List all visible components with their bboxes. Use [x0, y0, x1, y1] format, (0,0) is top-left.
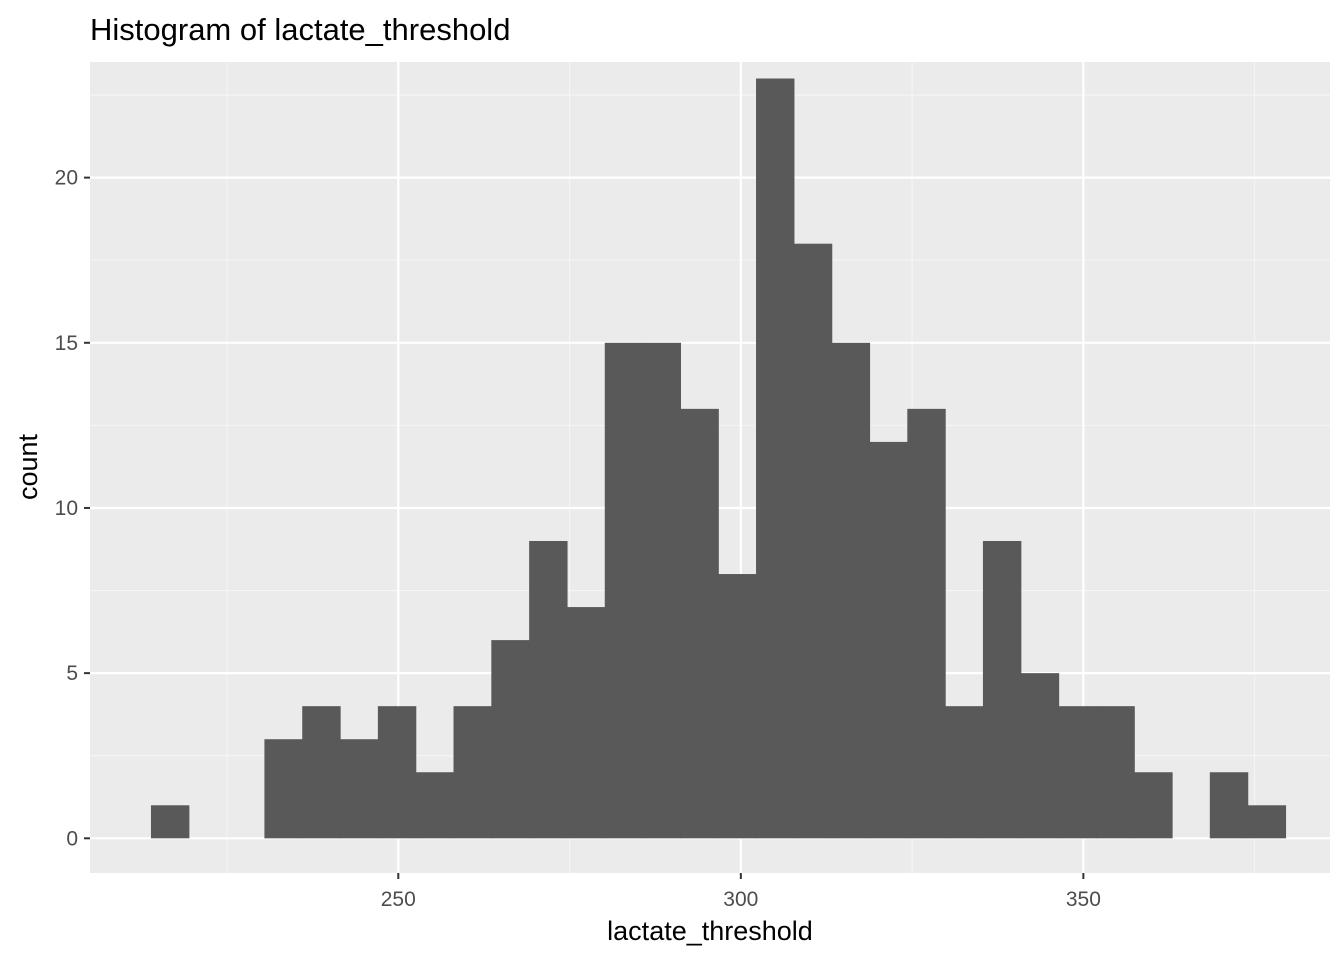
x-tick-label: 300 — [723, 888, 758, 911]
y-tick-label: 10 — [55, 497, 78, 520]
histogram-bar — [491, 640, 530, 839]
histogram-bar — [1209, 772, 1249, 839]
x-tick-label: 350 — [1066, 888, 1101, 911]
histogram-bar — [945, 706, 984, 839]
histogram-bar — [1020, 673, 1060, 839]
histogram-bar — [604, 342, 644, 839]
histogram-bar — [377, 706, 417, 839]
y-tick-label: 0 — [66, 827, 78, 850]
histogram-bar — [1247, 805, 1287, 839]
histogram-bar — [453, 706, 492, 839]
histogram-bar — [793, 243, 833, 839]
histogram-bar — [415, 772, 455, 839]
x-axis-title: lactate_threshold — [607, 916, 813, 946]
x-axis-ticks: 250 300 350 — [381, 873, 1101, 911]
y-tick-label: 15 — [55, 332, 78, 355]
histogram-bar — [302, 706, 341, 839]
histogram-bar — [907, 408, 946, 839]
histogram-bar — [340, 739, 379, 839]
histogram-bars — [150, 78, 1287, 839]
histogram-bar — [1096, 706, 1135, 839]
x-tick-label: 250 — [381, 888, 416, 911]
histogram-bar — [680, 408, 719, 839]
histogram-bar — [756, 78, 795, 839]
y-axis-title: count — [13, 433, 43, 500]
chart-title: Histogram of lactate_threshold — [90, 12, 510, 47]
histogram-bar — [1134, 772, 1173, 839]
histogram-bar — [869, 441, 908, 839]
y-tick-label: 20 — [55, 167, 78, 190]
histogram-bar — [529, 541, 568, 839]
histogram-bar — [264, 739, 303, 839]
histogram-bar — [150, 805, 190, 839]
histogram-bar — [982, 541, 1022, 839]
y-axis-ticks: 0 5 10 15 20 — [55, 167, 90, 850]
histogram-bar — [642, 342, 682, 839]
histogram-bar — [718, 574, 757, 839]
histogram-bar — [566, 607, 606, 839]
histogram-bar — [1058, 706, 1097, 839]
histogram-bar — [831, 342, 871, 839]
y-tick-label: 5 — [66, 662, 78, 685]
